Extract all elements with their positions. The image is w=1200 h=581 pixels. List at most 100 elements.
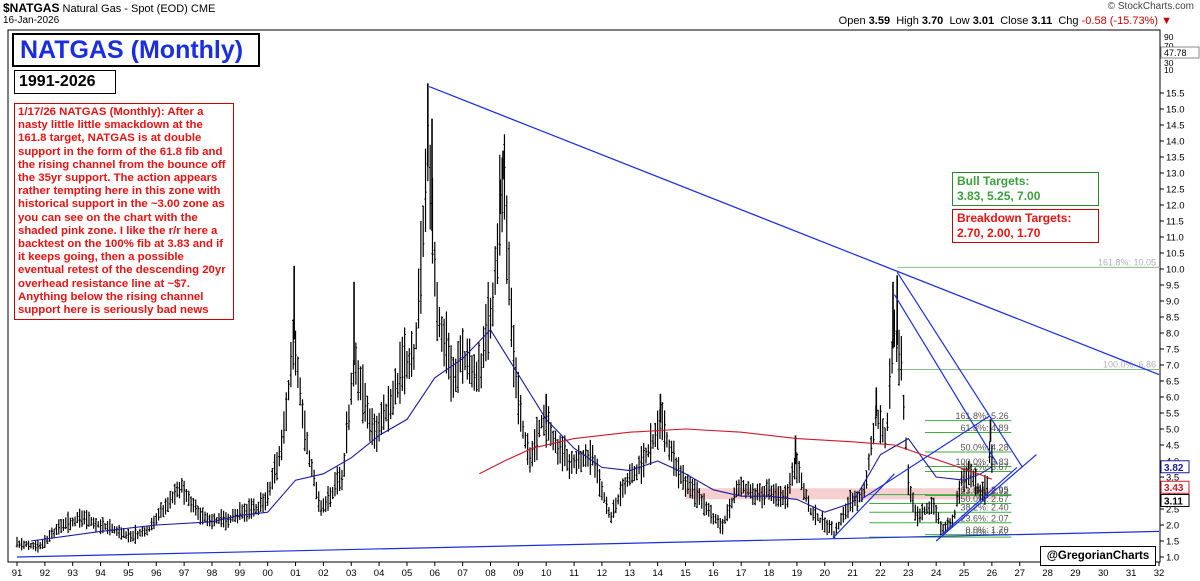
volume-value-badge (1160, 46, 1200, 59)
y-tick-label: 2.0 (1166, 521, 1179, 532)
author-credit: @GregorianCharts (1040, 546, 1156, 566)
x-tick-label: 00 (262, 568, 273, 579)
symbol: $NATGAS (3, 1, 60, 15)
x-tick-label: 06 (430, 568, 441, 579)
trendline-descending-20yr-resistance (429, 86, 1160, 376)
close-label: Close (1000, 15, 1029, 27)
y-tick-label: 1.0 (1166, 553, 1179, 564)
fib-level-label: 0.0%: 1.70 (966, 525, 1009, 535)
y-tick-label: 6.5 (1166, 377, 1179, 388)
y-tick-label: 9.0 (1166, 297, 1179, 308)
breakdown-targets-box: Breakdown Targets: 2.70, 2.00, 1.70 (952, 209, 1099, 243)
breakdown-targets-title: Breakdown Targets: (957, 211, 1072, 225)
y-tick-label: 15.0 (1166, 105, 1185, 116)
down-arrow-icon: ▼ (1161, 15, 1172, 27)
x-tick-label: 30 (1098, 568, 1109, 579)
y-tick-label: 9.5 (1166, 281, 1179, 292)
y-tick-label: 12.0 (1166, 201, 1185, 212)
x-tick-label: 01 (290, 568, 301, 579)
x-tick-label: 23 (903, 568, 914, 579)
symbol-description: Natural Gas - Spot (EOD) (62, 3, 188, 15)
close-value: 3.11 (1031, 15, 1053, 27)
x-tick-label: 13 (624, 568, 635, 579)
x-tick-label: 95 (123, 568, 134, 579)
x-tick-label: 27 (1014, 568, 1025, 579)
y-tick-label: 4.5 (1166, 441, 1179, 452)
y-tick-label: 5.0 (1166, 425, 1179, 436)
x-tick-label: 98 (207, 568, 218, 579)
date-range: 1991-2026 (19, 73, 96, 90)
y-tick-label: 10.0 (1166, 265, 1185, 276)
breakdown-targets-values: 2.70, 2.00, 1.70 (957, 226, 1041, 240)
fib-level-label: 38.2%: 2.40 (961, 503, 1009, 513)
x-tick-label: 05 (402, 568, 413, 579)
x-tick-label: 94 (95, 568, 106, 579)
y-tick-label: 14.5 (1166, 121, 1185, 132)
x-tick-label: 17 (736, 568, 747, 579)
y-tick-label: 11.0 (1166, 233, 1184, 244)
symbol-line: $NATGAS Natural Gas - Spot (EOD) CME (3, 1, 215, 15)
y-tick-label: 14.0 (1166, 137, 1185, 148)
last-value-label: 3.43 (1164, 483, 1184, 494)
x-tick-label: 11 (569, 568, 579, 579)
exchange: CME (190, 3, 216, 15)
x-tick-label: 19 (792, 568, 803, 579)
x-tick-label: 14 (652, 568, 663, 579)
x-tick-label: 16 (708, 568, 719, 579)
open-label: Open (838, 15, 866, 27)
high-value: 3.70 (921, 15, 944, 27)
fib-level-label: 100.0%: 3.83 (956, 457, 1009, 467)
y-tick-label: 12.5 (1166, 185, 1185, 196)
y-tick-label: 7.5 (1166, 345, 1179, 356)
fib-level-label: 23.6%: 2.07 (961, 513, 1009, 523)
open-value: 3.59 (868, 15, 891, 27)
x-tick-label: 97 (179, 568, 190, 579)
x-tick-label: 31 (1126, 568, 1137, 579)
last-value-label: 3.82 (1164, 463, 1184, 474)
y-tick-label: 2.5 (1166, 505, 1179, 516)
x-tick-label: 21 (847, 568, 858, 579)
bull-targets-title: Bull Targets: (957, 174, 1030, 188)
trendline-wedge-lower (893, 294, 998, 465)
moving-average-long (479, 428, 993, 480)
trendline-channel-upper (860, 415, 990, 500)
x-tick-label: 93 (67, 568, 78, 579)
chart-header: $NATGAS Natural Gas - Spot (EOD) CME 16-… (0, 0, 1200, 28)
y-tick-label: 5.5 (1166, 409, 1179, 420)
x-tick-label: 25 (959, 568, 970, 579)
x-tick-label: 99 (235, 568, 246, 579)
brand-watermark: © StockCharts.com (1107, 1, 1194, 12)
chg-value: -0.58 (-15.73%) (1081, 15, 1159, 27)
chart-title: NATGAS (Monthly) (20, 36, 244, 64)
volume-axis-label: 10 (1164, 65, 1174, 75)
commentary-text: 1/17/26 NATGAS (Monthly): After a nasty … (18, 106, 226, 317)
x-tick-label: 15 (680, 568, 691, 579)
ohlc-readout: Open 3.59 High 3.70 Low 3.01 Close 3.11 … (839, 15, 1172, 27)
fib-level-label: 38.2%: 3.67 (961, 462, 1009, 472)
y-tick-label: 11.5 (1166, 217, 1184, 228)
x-tick-label: 07 (457, 568, 468, 579)
fib-level-label: 0.0%: 1.62 (966, 528, 1009, 538)
low-label: Low (949, 15, 970, 27)
last-value-badge (1160, 493, 1190, 507)
x-tick-label: 10 (541, 568, 552, 579)
fib-level-label: 161.8%: 5.26 (956, 411, 1009, 421)
volume-axis-label: 70 (1164, 41, 1174, 51)
x-tick-label: 26 (987, 568, 998, 579)
y-tick-label: 15.5 (1166, 89, 1185, 100)
x-tick-label: 08 (485, 568, 496, 579)
volume-axis-label: 30 (1164, 58, 1174, 68)
bull-targets-box: Bull Targets: 3.83, 5.25, 7.00 (952, 172, 1099, 206)
fib-level-label: 61.8%: 4.89 (961, 423, 1009, 433)
y-tick-label: 8.0 (1166, 329, 1179, 340)
fib-level-label: 50.0%: 4.28 (961, 443, 1009, 453)
last-value-badge (1160, 480, 1190, 494)
y-tick-label: 1.5 (1166, 537, 1179, 548)
fib-level-label: 161.8%: 10.05 (1098, 257, 1156, 267)
trendline-wedge-upper (896, 271, 1024, 468)
x-tick-label: 02 (318, 568, 329, 579)
last-value-badge (1160, 460, 1190, 474)
y-tick-label: 7.0 (1166, 361, 1179, 372)
y-tick-label: 6.0 (1166, 393, 1179, 404)
support-zone (685, 488, 998, 500)
